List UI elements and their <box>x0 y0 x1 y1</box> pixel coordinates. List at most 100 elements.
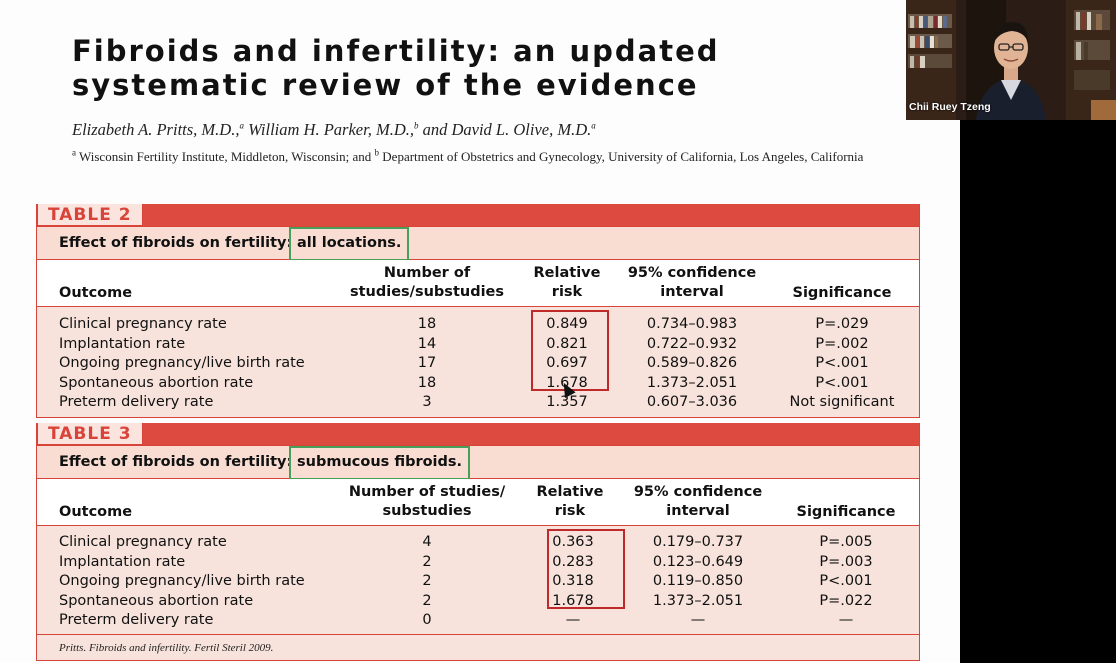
table-3-tag: TABLE 3 <box>37 423 143 445</box>
col-rr-line2: risk <box>554 503 586 519</box>
cell-outcome: Implantation rate <box>59 553 186 570</box>
cell-ci: 0.119–0.850 <box>652 573 744 589</box>
cell-ci: 1.373–2.051 <box>646 374 738 391</box>
cell-rr: 1.678 <box>546 374 588 391</box>
table-row: Spontaneous abortion rate 18 1.678 1.373… <box>37 374 919 394</box>
col-num-studies-line1: Number of <box>383 265 471 281</box>
table-row: Preterm delivery rate 0 — — — <box>37 611 919 631</box>
table-2-tag: TABLE 2 <box>37 204 143 226</box>
table-2: TABLE 2 Effect of fibroids on fertility:… <box>36 204 920 418</box>
cell-sig: P=.022 <box>819 592 873 609</box>
table-2-caption-highlight: all locations. <box>289 227 410 261</box>
cell-rr: 0.363 <box>552 534 594 550</box>
cell-ci: 0.123–0.649 <box>652 553 744 570</box>
annotation-box-relative-risk <box>547 529 625 609</box>
table-3-footnote: Pritts. Fibroids and infertility. Fertil… <box>37 634 919 660</box>
table-3-caption: Effect of fibroids on fertility: submuco… <box>37 445 919 480</box>
col-outcome: Outcome <box>59 285 133 301</box>
col-significance: Significance <box>792 285 892 301</box>
col-num-studies: Number of studies/ substudies <box>337 483 517 521</box>
annotation-box-relative-risk <box>531 310 609 391</box>
table-3-body: Clinical pregnancy rate 4 0.363 0.179–0.… <box>37 526 919 634</box>
cell-num: 3 <box>422 394 432 410</box>
table-3-caption-prefix: Effect of fibroids on fertility: <box>59 454 293 470</box>
cell-rr: 0.821 <box>546 335 588 352</box>
col-significance: Significance <box>796 504 896 520</box>
col-rr-line2: risk <box>551 284 583 300</box>
cell-num: 14 <box>417 335 437 352</box>
cell-outcome: Implantation rate <box>59 335 186 352</box>
cell-rr: 0.318 <box>552 573 594 589</box>
table-row: Ongoing pregnancy/live birth rate 17 0.6… <box>37 354 919 374</box>
cell-rr: 1.357 <box>546 394 588 410</box>
table-3-caption-highlight: submucous fibroids. <box>289 446 471 480</box>
cell-ci: 0.734–0.983 <box>646 316 738 332</box>
webcam-video <box>906 0 1116 120</box>
col-ci-line1: 95% confidence <box>633 484 763 500</box>
col-ci-line2: interval <box>660 284 724 300</box>
cell-ci: 0.607–3.036 <box>646 394 738 410</box>
col-num-studies-line2: studies/substudies <box>349 284 505 300</box>
cell-num: 18 <box>417 316 437 332</box>
cell-ci: 1.373–2.051 <box>652 592 744 609</box>
cell-sig: P<.001 <box>815 374 869 391</box>
cell-sig: — <box>838 612 854 628</box>
cell-outcome: Ongoing pregnancy/live birth rate <box>59 573 305 589</box>
cell-outcome: Preterm delivery rate <box>59 394 214 410</box>
table-row: Implantation rate 2 0.283 0.123–0.649 P=… <box>37 553 919 573</box>
cell-ci: 0.589–0.826 <box>646 355 738 371</box>
col-ci-line2: interval <box>666 503 730 519</box>
shared-slide: Fibroids and infertility: an updated sys… <box>0 0 960 663</box>
table-row: Ongoing pregnancy/live birth rate 2 0.31… <box>37 572 919 592</box>
author-list: Elizabeth A. Pritts, M.D.,a William H. P… <box>72 120 596 139</box>
cell-rr: 1.678 <box>552 592 594 609</box>
cell-sig: P=.029 <box>815 316 869 332</box>
cell-sig: P<.001 <box>819 573 873 589</box>
affiliations: a Wisconsin Fertility Institute, Middlet… <box>72 147 864 164</box>
table-2-column-headers: Outcome Number of studies/substudies Rel… <box>37 260 919 307</box>
col-ci-line1: 95% confidence <box>627 265 757 281</box>
col-relative-risk: Relative risk <box>527 483 613 521</box>
cell-num: 4 <box>422 534 432 550</box>
col-num-studies-line2: substudies <box>382 503 472 519</box>
cell-ci: 0.179–0.737 <box>652 534 744 550</box>
slide-title: Fibroids and infertility: an updated sys… <box>72 34 720 102</box>
cell-ci: 0.722–0.932 <box>646 335 738 352</box>
col-rr-line1: Relative <box>533 265 601 281</box>
cell-num: 2 <box>422 573 432 589</box>
col-relative-risk: Relative risk <box>517 264 617 302</box>
webcam-tile[interactable]: Chii Ruey Tzeng <box>906 0 1116 120</box>
col-rr-line1: Relative <box>536 484 604 500</box>
col-num-studies-line1: Number of studies/ <box>348 484 506 500</box>
cell-outcome: Ongoing pregnancy/live birth rate <box>59 355 305 371</box>
col-num-studies: Number of studies/substudies <box>337 264 517 302</box>
cell-outcome: Preterm delivery rate <box>59 612 214 628</box>
cell-rr: — <box>565 612 581 628</box>
table-2-caption-prefix: Effect of fibroids on fertility: <box>59 235 293 251</box>
participant-name-label: Chii Ruey Tzeng <box>909 101 991 113</box>
cell-sig: P=.002 <box>815 335 869 352</box>
cell-outcome: Clinical pregnancy rate <box>59 316 227 332</box>
cell-outcome: Clinical pregnancy rate <box>59 534 227 550</box>
table-row: Clinical pregnancy rate 4 0.363 0.179–0.… <box>37 533 919 553</box>
cell-num: 0 <box>422 612 432 628</box>
cell-rr: 0.697 <box>546 355 588 371</box>
cell-ci: — <box>690 612 706 628</box>
table-3: TABLE 3 Effect of fibroids on fertility:… <box>36 423 920 661</box>
cell-sig: Not significant <box>789 394 895 410</box>
cell-sig: P<.001 <box>815 355 869 371</box>
table-2-header-bar: TABLE 2 <box>37 204 919 226</box>
table-row: Implantation rate 14 0.821 0.722–0.932 P… <box>37 335 919 355</box>
cell-num: 18 <box>417 374 437 391</box>
table-2-body: Clinical pregnancy rate 18 0.849 0.734–0… <box>37 307 919 417</box>
col-confidence-interval: 95% confidence interval <box>617 264 767 302</box>
cell-num: 2 <box>422 592 432 609</box>
cell-sig: P=.005 <box>819 534 873 550</box>
cell-num: 17 <box>417 355 437 371</box>
table-row: Spontaneous abortion rate 2 1.678 1.373–… <box>37 592 919 612</box>
col-confidence-interval: 95% confidence interval <box>623 483 773 521</box>
table-2-caption: Effect of fibroids on fertility: all loc… <box>37 226 919 261</box>
cell-outcome: Spontaneous abortion rate <box>59 374 254 391</box>
table-row: Clinical pregnancy rate 18 0.849 0.734–0… <box>37 315 919 335</box>
